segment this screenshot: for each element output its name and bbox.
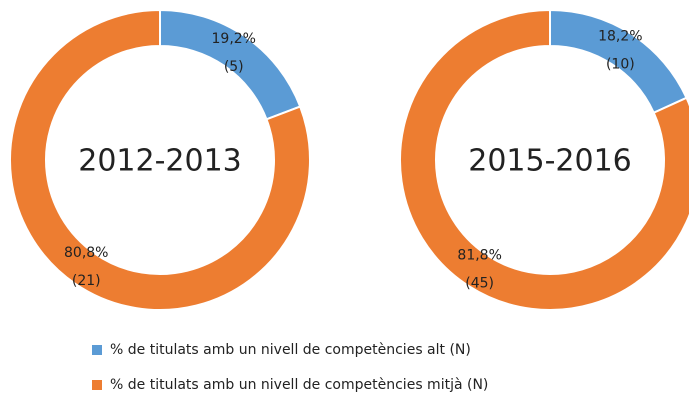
legend-label: % de titulats amb un nivell de competènc… — [110, 342, 471, 358]
center-label: 2015-2016 — [468, 144, 632, 179]
center-label: 2012-2013 — [78, 144, 242, 179]
donut-slice — [9, 8, 311, 311]
value-label: 80,8% — [64, 245, 108, 261]
legend-label: % de titulats amb un nivell de competènc… — [110, 377, 488, 393]
value-label: 18,2% — [598, 29, 642, 45]
value-label: 19,2% — [212, 31, 256, 47]
count-label: (5) — [224, 59, 244, 75]
count-label: (45) — [465, 275, 494, 291]
value-label: 81,8% — [457, 247, 501, 263]
legend-swatch — [92, 345, 102, 355]
legend-swatch — [92, 380, 102, 390]
count-label: (10) — [606, 57, 635, 73]
count-label: (21) — [72, 273, 101, 289]
donut-slice — [399, 8, 689, 311]
